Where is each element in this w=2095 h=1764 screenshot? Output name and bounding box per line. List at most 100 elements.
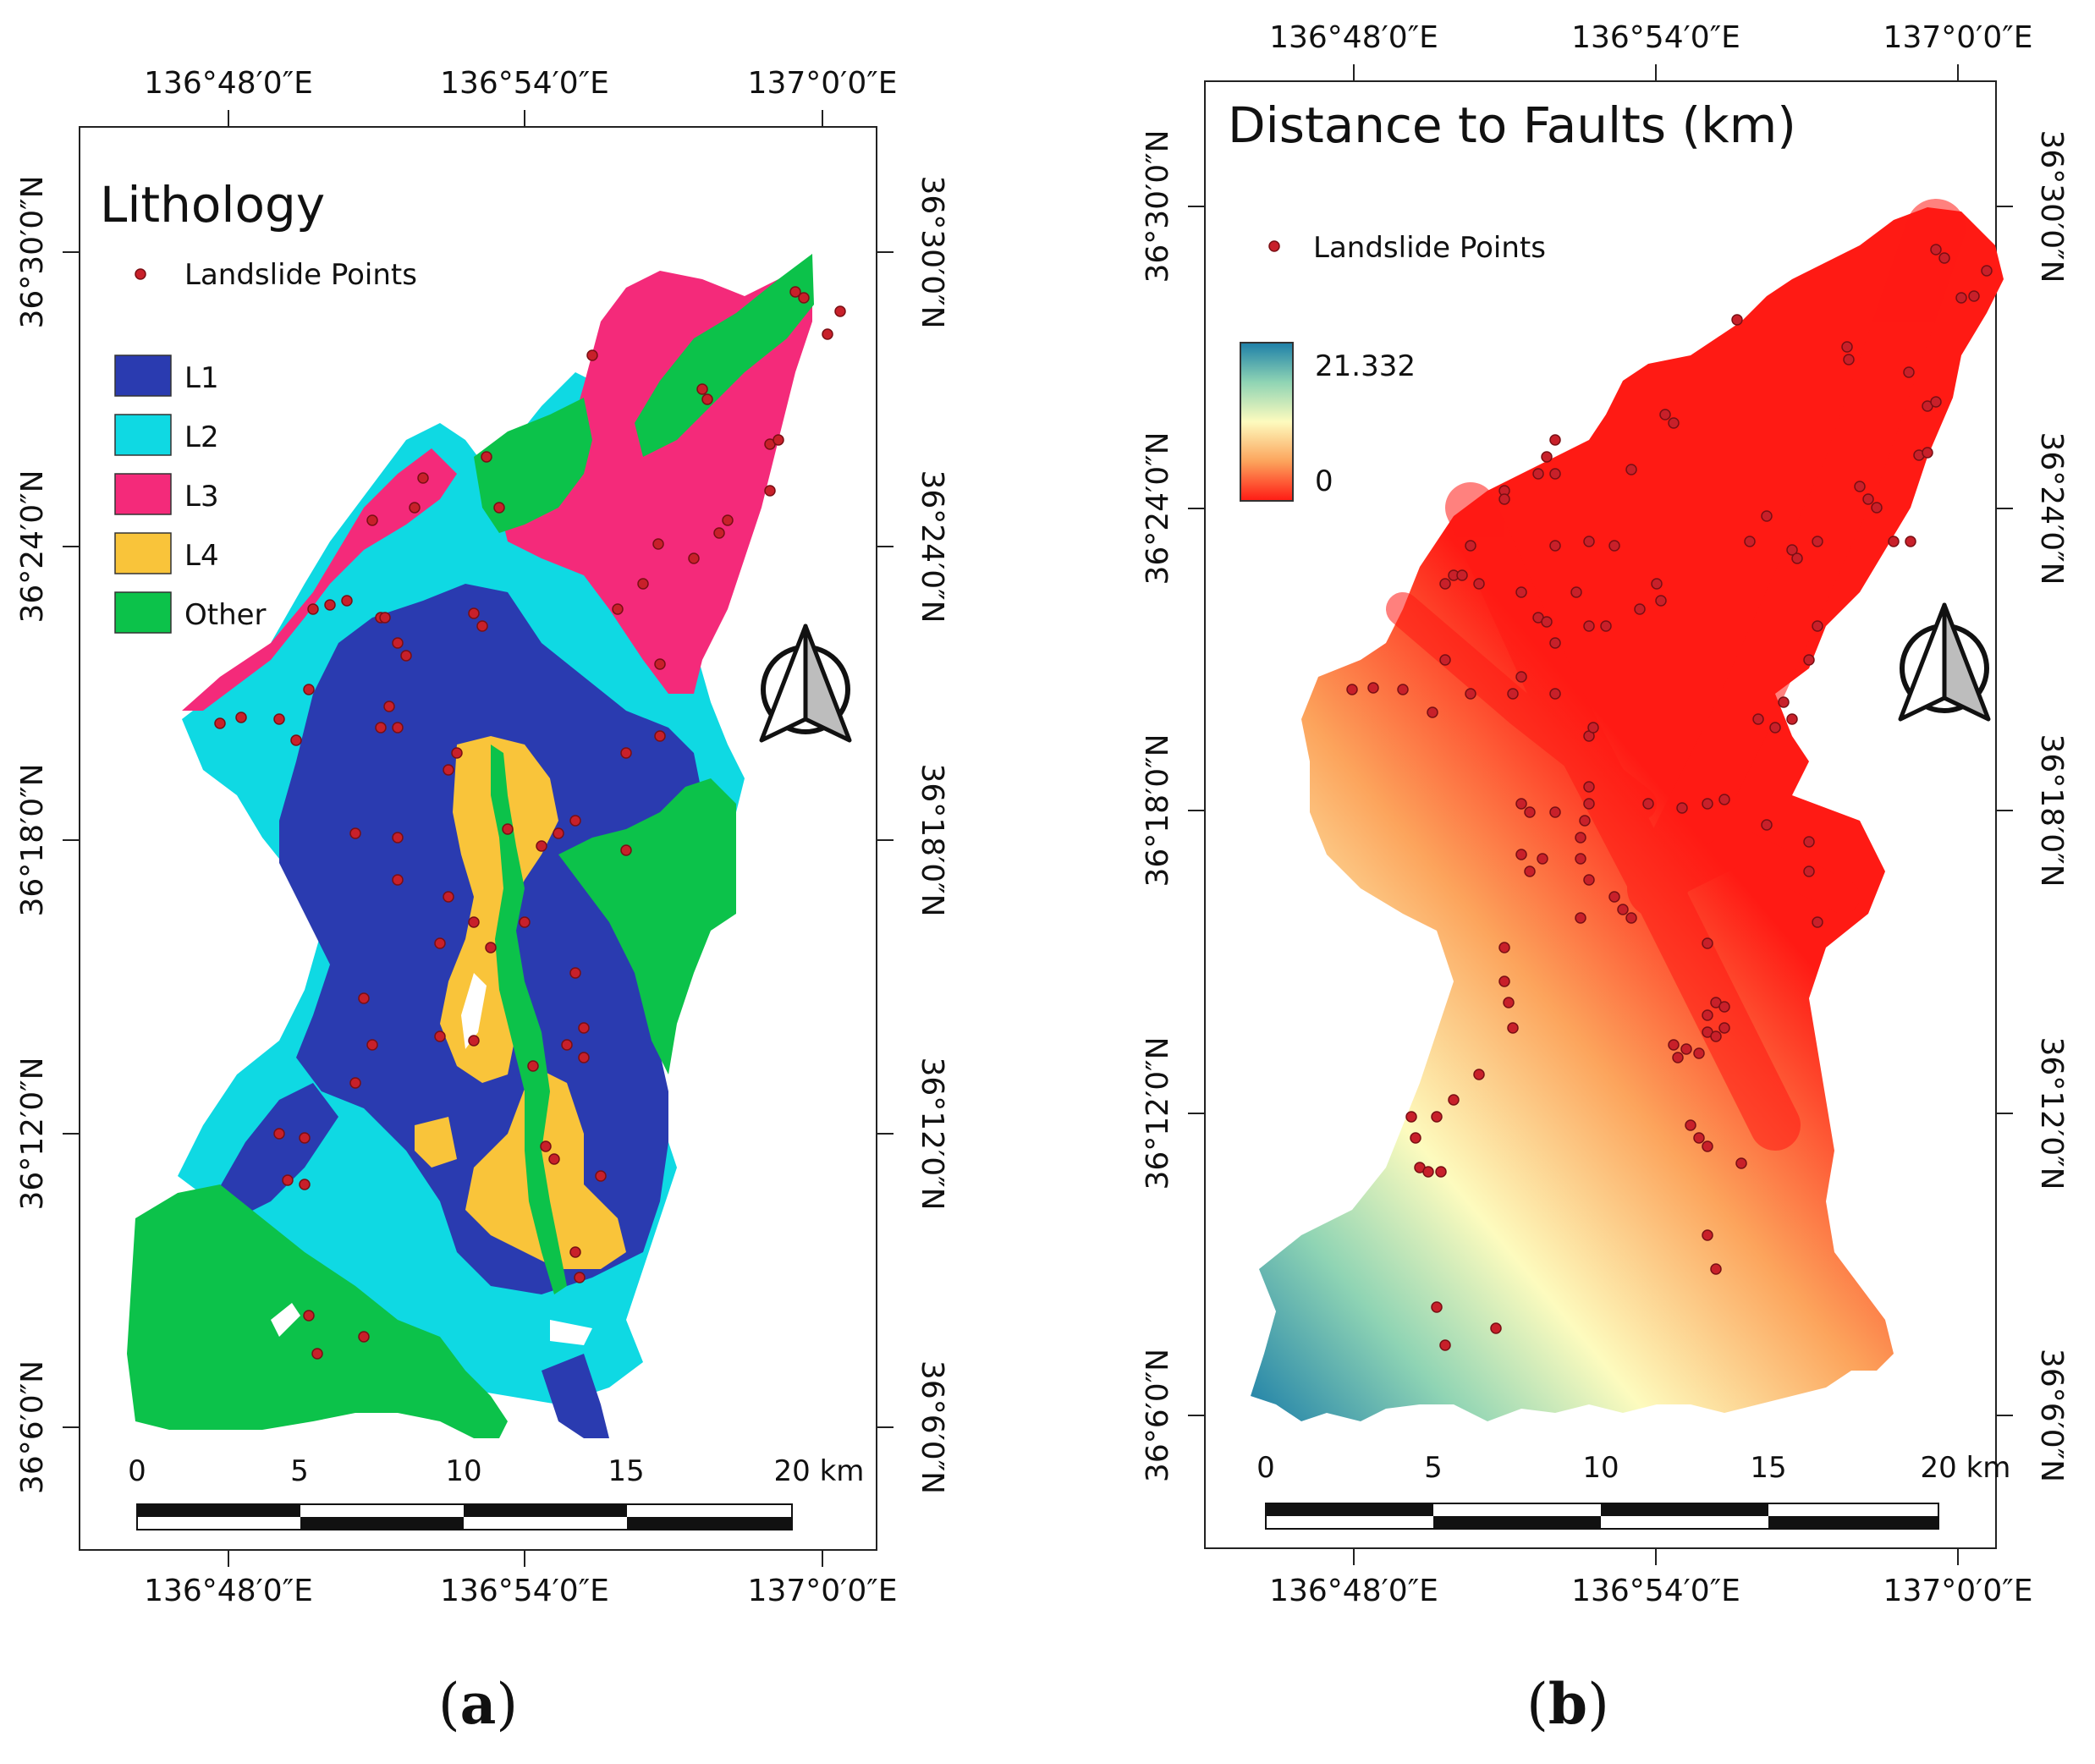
lon-label-top: 137°0′0″E	[748, 66, 898, 101]
landslide-point	[1549, 688, 1561, 700]
landslide-point	[1812, 916, 1823, 928]
scale-label: 5	[1424, 1451, 1443, 1485]
landslide-point	[652, 538, 664, 550]
lon-label-bottom: 137°0′0″E	[748, 1574, 898, 1608]
landslide-point	[1702, 1140, 1713, 1152]
landslide-point	[1465, 540, 1476, 552]
lithology-regions	[127, 254, 814, 1438]
landslide-point	[1405, 1111, 1417, 1123]
landslide-point	[1456, 569, 1468, 581]
landslide-point	[1693, 1132, 1705, 1144]
landslide-point	[574, 1272, 586, 1283]
landslide-point	[1786, 713, 1798, 725]
landslide-point	[349, 827, 361, 839]
landslide-point	[324, 599, 336, 611]
landslide-point	[536, 840, 547, 852]
landslide-point	[1515, 586, 1527, 598]
landslide-point	[349, 1077, 361, 1089]
lat-label-right: 36°24′0″N	[2034, 431, 2069, 585]
landslide-point	[1854, 481, 1866, 492]
landslide-points	[1346, 244, 1993, 1351]
lat-label-left: 36°24′0″N	[15, 470, 50, 623]
lon-label-bottom: 137°0′0″E	[1883, 1574, 2033, 1608]
ramp-min-label: 0	[1315, 464, 1333, 498]
landslide-point	[451, 747, 463, 759]
landslide-point	[1642, 798, 1654, 810]
legend-swatch-other	[114, 591, 172, 634]
lat-label-right: 36°12′0″N	[2034, 1036, 2069, 1190]
landslide-point	[1524, 866, 1536, 877]
landslide-point	[299, 1179, 311, 1190]
scale-label: 10	[445, 1454, 481, 1488]
landslide-point	[1431, 1111, 1443, 1123]
legend-swatch-l4	[114, 532, 172, 574]
landslide-point	[569, 1246, 581, 1258]
landslide-point	[654, 658, 666, 670]
landslide-point	[1579, 815, 1591, 827]
landslide-point	[358, 1331, 370, 1343]
landslide-point	[1685, 1119, 1696, 1131]
lat-label-left: 36°30′0″N	[1141, 129, 1175, 283]
region-l3	[182, 448, 457, 711]
landslide-point	[1439, 654, 1451, 666]
landslide-point	[1803, 866, 1815, 877]
landslide-point	[578, 1052, 590, 1063]
lat-label-left: 36°12′0″N	[1141, 1036, 1175, 1190]
landslide-point	[1871, 502, 1883, 514]
scale-label: 5	[290, 1454, 309, 1488]
landslide-point	[1981, 265, 1993, 277]
landslide-point	[1843, 354, 1855, 365]
landslide-point	[1718, 1022, 1730, 1034]
landslide-point	[443, 891, 454, 903]
landslide-point	[235, 712, 247, 723]
region-l1	[542, 1354, 609, 1438]
landslide-points	[214, 286, 846, 1360]
landslide-point	[366, 514, 378, 526]
landslide-point	[392, 874, 404, 886]
landslide-point	[540, 1140, 552, 1152]
landslide-point	[1672, 1052, 1684, 1063]
legend-swatch-l2	[114, 414, 172, 456]
landslide-point	[1634, 603, 1646, 615]
landslide-point	[1583, 874, 1595, 886]
landslide-point	[1955, 292, 1967, 304]
landslide-point	[1735, 1157, 1747, 1169]
region-other	[127, 1184, 508, 1438]
landslide-point	[620, 747, 632, 759]
landslide-point	[379, 612, 391, 624]
panel-caption: (b)	[1526, 1671, 1609, 1737]
landslide-point	[1888, 536, 1900, 547]
region-l1	[212, 1083, 338, 1218]
landslide-point	[282, 1174, 294, 1186]
landslide-point	[392, 832, 404, 844]
north-arrow-icon	[1898, 602, 1991, 722]
landslide-point	[1439, 578, 1451, 590]
ramp-max-label: 21.332	[1315, 349, 1416, 383]
lon-label-bottom: 136°54′0″E	[440, 1574, 609, 1608]
landslide-point	[1498, 942, 1510, 953]
lat-label-right: 36°30′0″N	[915, 175, 949, 328]
legend-swatch-l3	[114, 473, 172, 515]
landslide-point	[1710, 1030, 1722, 1042]
scale-label: 10	[1582, 1451, 1619, 1485]
landslide-point	[1651, 578, 1663, 590]
landslide-point	[595, 1170, 607, 1182]
scale-label: 15	[1750, 1451, 1786, 1485]
landslide-point	[468, 607, 480, 619]
landslide-point	[1752, 713, 1764, 725]
legend-point-symbol	[135, 268, 146, 280]
landslide-point	[311, 1348, 323, 1360]
landslide-point	[1761, 510, 1773, 522]
lat-label-right: 36°12′0″N	[915, 1057, 949, 1210]
landslide-point	[434, 1030, 446, 1042]
landslide-point	[834, 305, 846, 317]
panel-lithology: 136°48′0″E 136°54′0″E 137°0′0″E 136°48′0…	[15, 66, 949, 1737]
scale-bar: 0 5 10 15 20 km	[128, 1454, 864, 1530]
landslide-point	[1575, 912, 1586, 924]
landslide-point	[485, 942, 497, 953]
landslide-point	[303, 684, 315, 695]
region-other	[491, 745, 567, 1294]
landslide-point	[417, 472, 429, 484]
landslide-point	[1507, 1022, 1519, 1034]
landslide-point	[383, 701, 395, 712]
